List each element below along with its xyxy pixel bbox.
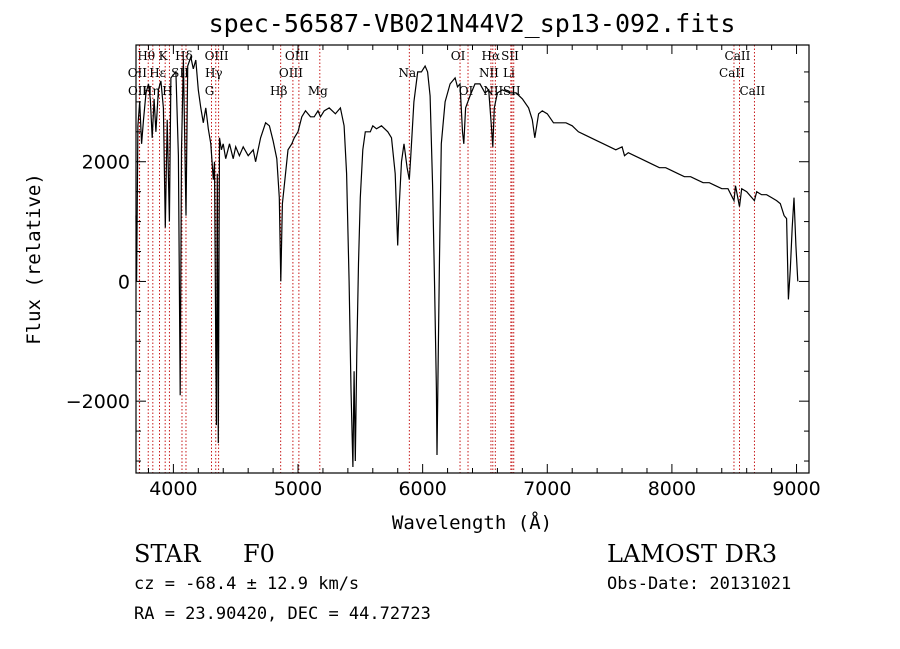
sky-coordinates: RA = 23.90420, DEC = 44.72723 bbox=[134, 604, 431, 624]
line-marker-label: Na bbox=[398, 66, 416, 80]
spectrum-line bbox=[135, 54, 799, 468]
object-subclass: F0 bbox=[243, 540, 275, 568]
line-marker-label: OI bbox=[451, 49, 466, 63]
object-type: STAR bbox=[134, 540, 201, 568]
line-marker-label: Li bbox=[503, 66, 515, 80]
line-marker-label: Hη bbox=[142, 84, 160, 98]
line-marker-label: K bbox=[159, 49, 169, 63]
x-tick-label: 8000 bbox=[648, 478, 696, 500]
survey-name: LAMOST DR3 bbox=[607, 540, 778, 568]
y-tick-label: 0 bbox=[118, 271, 130, 293]
line-marker-label: OI bbox=[459, 84, 474, 98]
line-marker-label: Mg bbox=[308, 84, 328, 98]
line-marker-label: SII bbox=[503, 84, 521, 98]
line-marker-label: OIII bbox=[285, 49, 309, 63]
line-marker-label: CaII bbox=[739, 84, 765, 98]
line-marker-label: NII bbox=[483, 84, 503, 98]
line-marker-label: CaII bbox=[719, 66, 745, 80]
line-marker-label: Hβ bbox=[270, 84, 287, 98]
line-marker-label: G bbox=[205, 84, 215, 98]
line-marker-label: OII bbox=[128, 84, 148, 98]
line-marker-label: CaII bbox=[725, 49, 751, 63]
line-marker-label: OIII bbox=[279, 66, 303, 80]
redshift-velocity: cz = -68.4 ± 12.9 km/s bbox=[134, 574, 360, 594]
line-marker-label: Hγ bbox=[205, 66, 223, 80]
line-marker-label: SII bbox=[501, 49, 519, 63]
line-marker-label: H bbox=[162, 84, 172, 98]
spectrum-chart: spec-56587-VB021N44V2_sp13-092.fits Hθ OI… bbox=[23, 9, 821, 534]
x-tick-label: 9000 bbox=[772, 478, 820, 500]
line-marker-label: OIII bbox=[205, 49, 229, 63]
y-tick-label: 2000 bbox=[82, 152, 130, 174]
line-marker-label: Hδ bbox=[175, 49, 193, 63]
x-tick-label: 4000 bbox=[149, 478, 197, 500]
line-marker-label: Hε bbox=[149, 66, 166, 80]
y-tick-label: −2000 bbox=[66, 391, 130, 413]
x-tick-label: 6000 bbox=[398, 478, 446, 500]
x-axis-label: Wavelength (Å) bbox=[392, 511, 552, 534]
observation-date: Obs-Date: 20131021 bbox=[607, 574, 792, 594]
line-marker-label: OII bbox=[128, 66, 148, 80]
x-tick-label: 5000 bbox=[274, 478, 322, 500]
axis-ticks: 4000 5000 6000 7000 8000 9000 −2000 0 2000 bbox=[66, 45, 821, 500]
y-axis-label: Flux (relative) bbox=[23, 173, 45, 345]
line-marker-label: SII bbox=[171, 66, 189, 80]
line-marker-label: Hθ bbox=[137, 49, 155, 63]
chart-title: spec-56587-VB021N44V2_sp13-092.fits bbox=[209, 9, 736, 38]
plot-frame bbox=[135, 44, 810, 474]
line-marker-label: NII bbox=[479, 66, 499, 80]
x-tick-label: 7000 bbox=[523, 478, 571, 500]
